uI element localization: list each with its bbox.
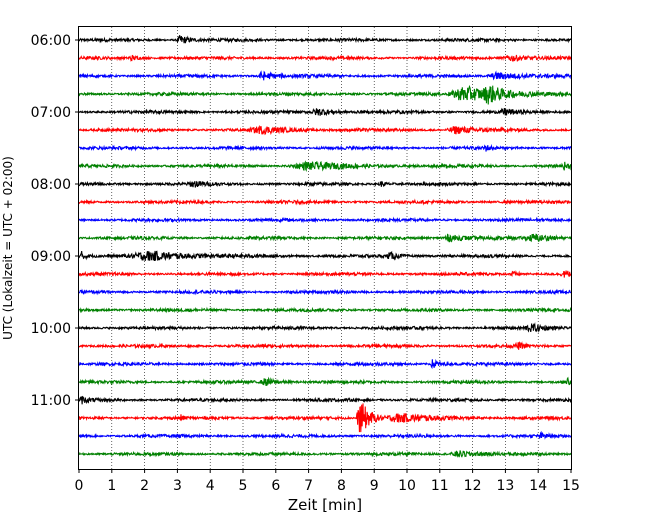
- seismic-trace: [78, 180, 572, 188]
- seismic-trace: [78, 35, 572, 44]
- seismic-trace: [78, 358, 572, 370]
- seismic-trace: [78, 306, 572, 314]
- x-tick-label: 9: [370, 478, 379, 494]
- y-axis-ticks: 06:00 07:00 08:00 09:00 10:00 11:00: [31, 33, 79, 409]
- x-tick-label: 2: [140, 478, 149, 494]
- y-tick-label: 06:00: [31, 33, 71, 49]
- seismic-trace: [78, 395, 572, 405]
- x-tick-label: 4: [206, 478, 215, 494]
- x-tick-label: 14: [529, 478, 547, 494]
- seismic-trace: [78, 403, 572, 433]
- trace-series: [78, 35, 572, 458]
- x-axis-ticks: 0 1 2 3 4 5 6 7 8 9 10 11 12 13 14 15: [75, 469, 580, 494]
- x-tick-label: 11: [431, 478, 449, 494]
- seismic-trace: [78, 322, 572, 333]
- seismic-trace: [78, 341, 572, 350]
- x-tick-label: 5: [239, 478, 248, 494]
- y-tick-label: 07:00: [31, 105, 71, 121]
- x-tick-label: 6: [271, 478, 280, 494]
- seismic-trace: [78, 270, 572, 278]
- seismic-trace: [78, 198, 572, 206]
- seismic-trace: [78, 125, 572, 136]
- plot-frame: [78, 26, 572, 470]
- seismic-trace: [78, 107, 572, 117]
- seismic-trace: [78, 70, 572, 81]
- seismic-trace: [78, 233, 572, 243]
- y-tick-label: 11:00: [31, 393, 71, 409]
- x-tick-label: 3: [173, 478, 182, 494]
- seismic-trace: [78, 250, 572, 262]
- x-tick-label: 0: [75, 478, 84, 494]
- seismic-trace: [78, 143, 572, 152]
- x-tick-label: 8: [337, 478, 346, 494]
- y-tick-label: 08:00: [31, 177, 71, 193]
- seismic-trace: [78, 84, 572, 105]
- y-tick-label: 09:00: [31, 249, 71, 265]
- x-axis-label: Zeit [min]: [288, 496, 362, 514]
- seismic-trace: [78, 216, 572, 224]
- seismic-trace: [78, 376, 572, 386]
- x-tick-label: 13: [496, 478, 514, 494]
- x-tick-label: 12: [464, 478, 482, 494]
- seismic-trace: [78, 288, 572, 296]
- y-tick-label: 10:00: [31, 321, 71, 337]
- x-tick-label: 15: [562, 478, 580, 494]
- y-axis-label: UTC (Lokalzeit = UTC + 02:00): [1, 156, 15, 340]
- seismic-trace: [78, 54, 572, 63]
- x-tick-label: 10: [398, 478, 416, 494]
- x-tick-label: 1: [107, 478, 116, 494]
- seismic-trace: [78, 450, 572, 458]
- x-tick-label: 7: [304, 478, 313, 494]
- seismic-trace: [78, 160, 572, 173]
- seismic-trace: [78, 430, 572, 440]
